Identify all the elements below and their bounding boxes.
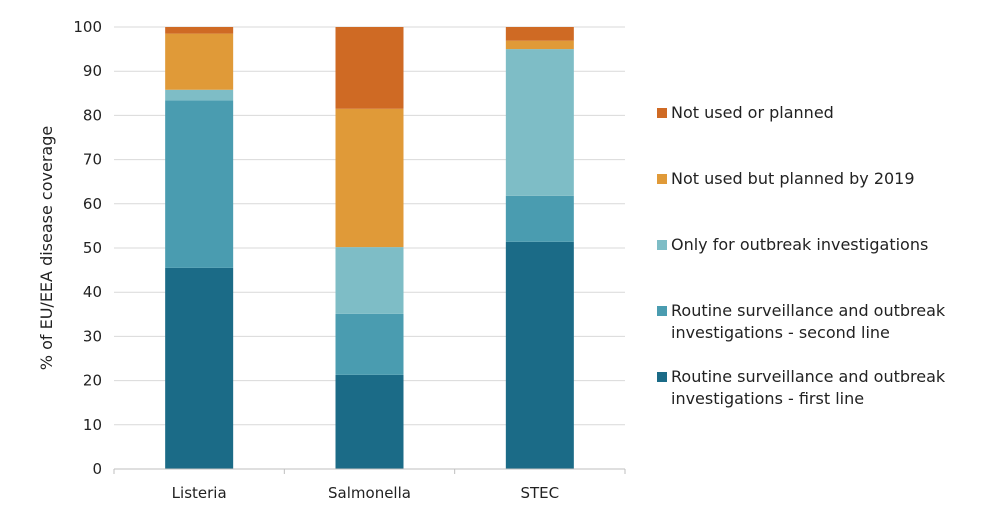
legend-item: Not used or planned: [657, 103, 834, 122]
legend-label: Routine surveillance and outbreak: [671, 367, 946, 386]
bar-segment: [335, 247, 404, 314]
bar-segment: [165, 89, 234, 101]
legend-item: Routine surveillance and outbreak investi…: [657, 301, 946, 342]
legend-swatch: [657, 306, 667, 316]
legend-swatch: [657, 174, 667, 184]
bars: [165, 27, 574, 469]
y-tick-label: 20: [83, 372, 102, 390]
legend: Not used or planned Not used but planned …: [657, 103, 946, 408]
x-tick-label: STEC: [521, 484, 560, 502]
y-tick-label: 100: [73, 18, 102, 36]
legend-swatch: [657, 108, 667, 118]
legend-label: investigations - second line: [671, 323, 890, 342]
y-tick-label: 40: [83, 283, 102, 301]
legend-swatch: [657, 372, 667, 382]
y-tick-label: 0: [92, 460, 102, 478]
y-tick-label: 10: [83, 416, 102, 434]
bar-segment: [165, 267, 234, 469]
bar-segment: [335, 108, 404, 248]
legend-swatch: [657, 240, 667, 250]
bar-segment: [335, 27, 404, 109]
bar-segment: [335, 374, 404, 469]
legend-item: Only for outbreak investigations: [657, 235, 928, 254]
bar-segment: [505, 195, 574, 242]
bar-segment: [165, 33, 234, 90]
axes: 0 10 20 30 40 50 60 70 80 90 100 Listeria Salmonella…: [37, 18, 626, 502]
legend-label: Routine surveillance and outbreak: [671, 301, 946, 320]
bar-segment: [165, 27, 234, 34]
y-tick-label: 30: [83, 327, 102, 345]
bar-segment: [505, 27, 574, 41]
legend-label: Not used but planned by 2019: [671, 169, 915, 188]
legend-label: investigations - first line: [671, 389, 864, 408]
y-tick-label: 60: [83, 195, 102, 213]
legend-item: Not used but planned by 2019: [657, 169, 915, 188]
legend-item: Routine surveillance and outbreak investi…: [657, 367, 946, 408]
legend-label: Only for outbreak investigations: [671, 235, 928, 254]
y-tick-label: 70: [83, 151, 102, 169]
y-tick-label: 50: [83, 239, 102, 257]
x-tick-label: Salmonella: [328, 484, 411, 502]
bar-segment: [505, 49, 574, 196]
y-axis-title: % of EU/EEA disease coverage: [37, 126, 56, 370]
bar-segment: [165, 100, 234, 268]
legend-label: Not used or planned: [671, 103, 834, 122]
bar-segment: [505, 40, 574, 50]
y-tick-label: 90: [83, 62, 102, 80]
x-tick-label: Listeria: [172, 484, 227, 502]
bar-segment: [505, 241, 574, 469]
y-tick-label: 80: [83, 106, 102, 124]
bar-segment: [335, 313, 404, 375]
